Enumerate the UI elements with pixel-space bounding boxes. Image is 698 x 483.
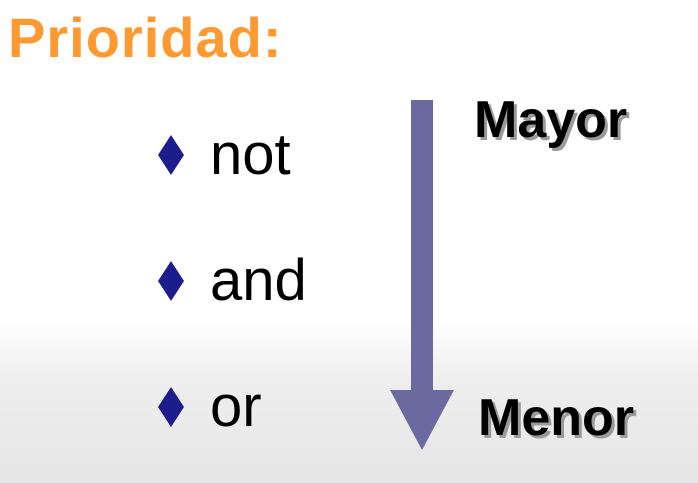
list-item: not <box>158 126 291 184</box>
list-item-label: or <box>210 374 262 439</box>
diamond-bullet-icon <box>158 135 184 175</box>
list-item-label: and <box>210 248 307 313</box>
list-item: and <box>158 252 307 310</box>
scale-bottom-label: Menor <box>478 389 634 447</box>
arrow-down-icon <box>390 100 454 450</box>
slide-title: Prioridad: <box>8 6 283 69</box>
list-item: or <box>158 378 262 436</box>
diamond-bullet-icon <box>158 387 184 427</box>
list-item-label: not <box>210 122 291 187</box>
diamond-bullet-icon <box>158 261 184 301</box>
scale-top-label: Mayor <box>474 91 628 149</box>
